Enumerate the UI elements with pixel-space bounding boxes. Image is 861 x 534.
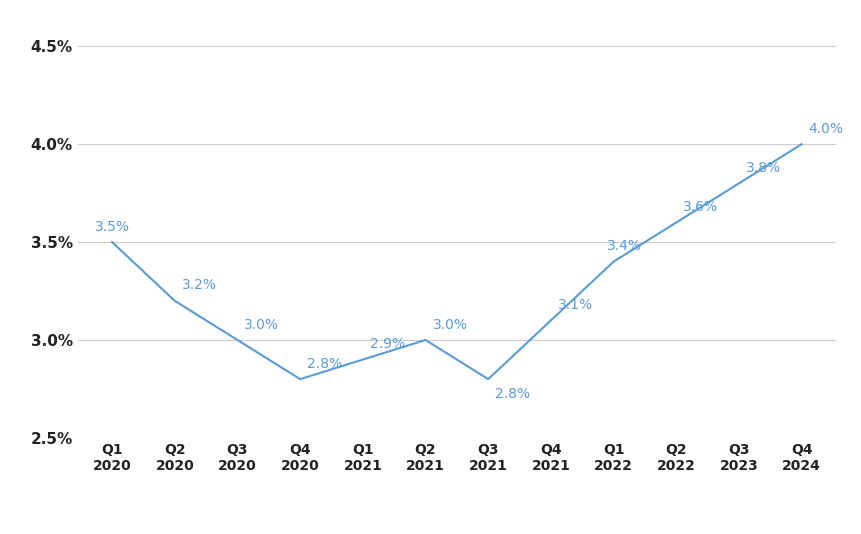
Text: 2.9%: 2.9% xyxy=(369,337,405,351)
Text: 2.8%: 2.8% xyxy=(307,357,342,371)
Text: 2.8%: 2.8% xyxy=(494,387,530,402)
Text: 3.0%: 3.0% xyxy=(432,318,467,332)
Text: 3.8%: 3.8% xyxy=(745,161,780,175)
Text: 3.4%: 3.4% xyxy=(606,239,641,253)
Text: 3.1%: 3.1% xyxy=(557,298,592,312)
Text: 4.0%: 4.0% xyxy=(808,122,843,136)
Text: 3.0%: 3.0% xyxy=(245,318,279,332)
Text: 3.6%: 3.6% xyxy=(683,200,717,214)
Text: 3.2%: 3.2% xyxy=(182,279,216,293)
Text: 3.5%: 3.5% xyxy=(96,220,130,234)
